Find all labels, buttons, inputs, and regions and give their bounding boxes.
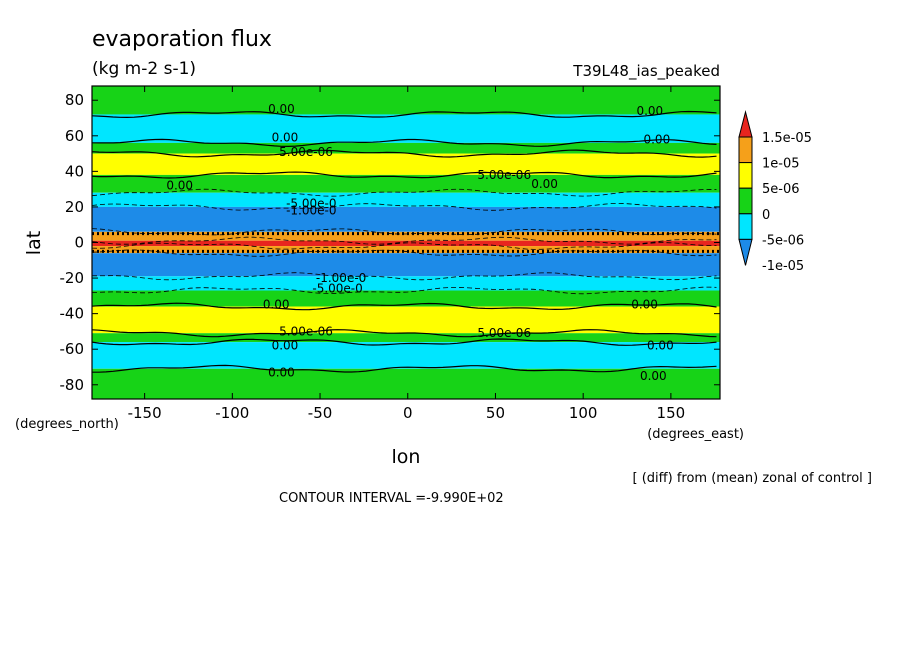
band-1 bbox=[92, 114, 720, 143]
y-tick-label: 0 bbox=[74, 234, 84, 252]
contour-label-5: 5.00e-06 bbox=[477, 168, 531, 182]
band-12 bbox=[92, 290, 720, 307]
colorbar-label: 1e-05 bbox=[762, 157, 800, 172]
band-4 bbox=[92, 174, 720, 193]
contour-line-0 bbox=[92, 110, 717, 119]
band-15 bbox=[92, 342, 720, 369]
contour-label-6: 0.00 bbox=[531, 177, 558, 191]
x-tick-label: 0 bbox=[403, 404, 413, 422]
contour-line-4 bbox=[92, 188, 717, 197]
colorbar-bottom-arrow bbox=[738, 238, 753, 266]
colorbar-label: 0 bbox=[762, 208, 770, 223]
colorbar: 1.5e-05 1e-05 5e-06 0 -5e-06 -1e-05 bbox=[738, 110, 812, 274]
contour-label-15: 5.00e-06 bbox=[477, 326, 531, 340]
contour-label-4: 5.00e-06 bbox=[279, 145, 333, 159]
contour-label-16: 0.00 bbox=[272, 339, 299, 353]
colorbar-label: 1.5e-05 bbox=[762, 131, 812, 146]
contour-label-2: 0.00 bbox=[272, 131, 299, 145]
contour-label-14: 5.00e-06 bbox=[279, 324, 333, 338]
x-tick-label: -150 bbox=[128, 404, 162, 422]
y-axis-units: (degrees_north) bbox=[15, 417, 119, 432]
y-tick-label: -80 bbox=[60, 376, 85, 394]
x-tick-label: -100 bbox=[215, 404, 249, 422]
contour-line-1 bbox=[92, 138, 717, 148]
contour-label-17: 0.00 bbox=[647, 339, 674, 353]
colorbar-top-arrow bbox=[738, 110, 753, 138]
chart-title: evaporation flux bbox=[92, 27, 272, 52]
contour-label-0: 0.00 bbox=[268, 102, 295, 116]
x-axis-ticks: -150 -100 -50 0 50 100 150 bbox=[128, 86, 686, 422]
y-tick-label: -40 bbox=[60, 305, 85, 323]
contour-label-1: 0.00 bbox=[636, 104, 663, 118]
contour-line-8 bbox=[92, 242, 717, 250]
run-label: T39L48_ias_peaked bbox=[572, 62, 720, 81]
contour-label-3: 0.00 bbox=[643, 132, 670, 146]
x-tick-label: 100 bbox=[569, 404, 598, 422]
contour-label-8: -5.00e-0 bbox=[286, 196, 336, 210]
band-3 bbox=[92, 153, 720, 175]
contour-line-3 bbox=[92, 171, 717, 179]
x-axis-label: lon bbox=[392, 446, 421, 468]
colorbar-swatch-1 bbox=[738, 136, 753, 164]
band-9 bbox=[92, 246, 720, 254]
band-0 bbox=[92, 86, 720, 115]
band-2 bbox=[92, 142, 720, 154]
contour-label-11: -5.00e-0 bbox=[312, 282, 362, 296]
contour-label-19: 0.00 bbox=[640, 369, 667, 383]
y-tick-label: 60 bbox=[65, 127, 84, 145]
contour-label-10: -1.00e-0 bbox=[316, 271, 366, 285]
contour-line-7 bbox=[92, 236, 717, 245]
contour-lines bbox=[92, 110, 720, 373]
band-6 bbox=[92, 206, 720, 232]
y-tick-label: -60 bbox=[60, 340, 85, 358]
y-tick-label: -20 bbox=[60, 269, 85, 287]
contour-line-2 bbox=[92, 149, 717, 158]
contour-line-14 bbox=[92, 338, 717, 346]
x-axis-units: (degrees_east) bbox=[647, 427, 744, 442]
colorbar-swatch-4 bbox=[738, 213, 753, 240]
colorbar-label: -5e-06 bbox=[762, 233, 804, 248]
colorbar-label: -1e-05 bbox=[762, 259, 804, 274]
colorbar-swatch-3 bbox=[738, 187, 753, 215]
band-10 bbox=[92, 253, 720, 277]
y-tick-label: 80 bbox=[65, 91, 84, 109]
contour-line-15 bbox=[92, 364, 717, 373]
band-16 bbox=[92, 368, 720, 399]
contour-line-10 bbox=[92, 272, 717, 281]
contour-line-11 bbox=[92, 286, 717, 295]
contour-label-7: 0.00 bbox=[166, 179, 193, 193]
colorbar-swatch-2 bbox=[738, 162, 753, 189]
x-tick-label: 150 bbox=[657, 404, 686, 422]
colored-bands bbox=[92, 86, 720, 399]
contour-label-12: 0.00 bbox=[263, 298, 290, 312]
contour-line-13 bbox=[92, 329, 717, 338]
contour-line-12 bbox=[92, 302, 717, 311]
chart-units: (kg m-2 s-1) bbox=[92, 59, 196, 79]
y-tick-label: 20 bbox=[65, 198, 84, 216]
band-5 bbox=[92, 192, 720, 207]
colorbar-label: 5e-06 bbox=[762, 182, 800, 197]
band-7 bbox=[92, 231, 720, 241]
y-axis-label: lat bbox=[23, 231, 45, 255]
contour-interval: CONTOUR INTERVAL =-9.990E+02 bbox=[279, 491, 504, 506]
band-8 bbox=[92, 240, 720, 247]
contour-label-9: -1.00e-0 bbox=[286, 203, 336, 217]
contour-line-5 bbox=[92, 203, 717, 211]
y-axis-ticks: 80 60 40 20 0 -20 -40 -60 -80 bbox=[60, 91, 720, 394]
band-11 bbox=[92, 276, 720, 291]
contour-labels: 0.00 0.000.00 0.005.00e-065.00e-060.000.00… bbox=[166, 102, 673, 383]
footnote: [ (diff) from (mean) zonal of control ] bbox=[633, 471, 872, 486]
y-tick-label: 40 bbox=[65, 162, 84, 180]
contour-label-13: 0.00 bbox=[631, 298, 658, 312]
band-13 bbox=[92, 306, 720, 334]
band-14 bbox=[92, 333, 720, 343]
x-tick-label: 50 bbox=[486, 404, 505, 422]
x-tick-label: -50 bbox=[308, 404, 333, 422]
contour-label-18: 0.00 bbox=[268, 365, 295, 379]
contour-line-6 bbox=[92, 228, 717, 236]
